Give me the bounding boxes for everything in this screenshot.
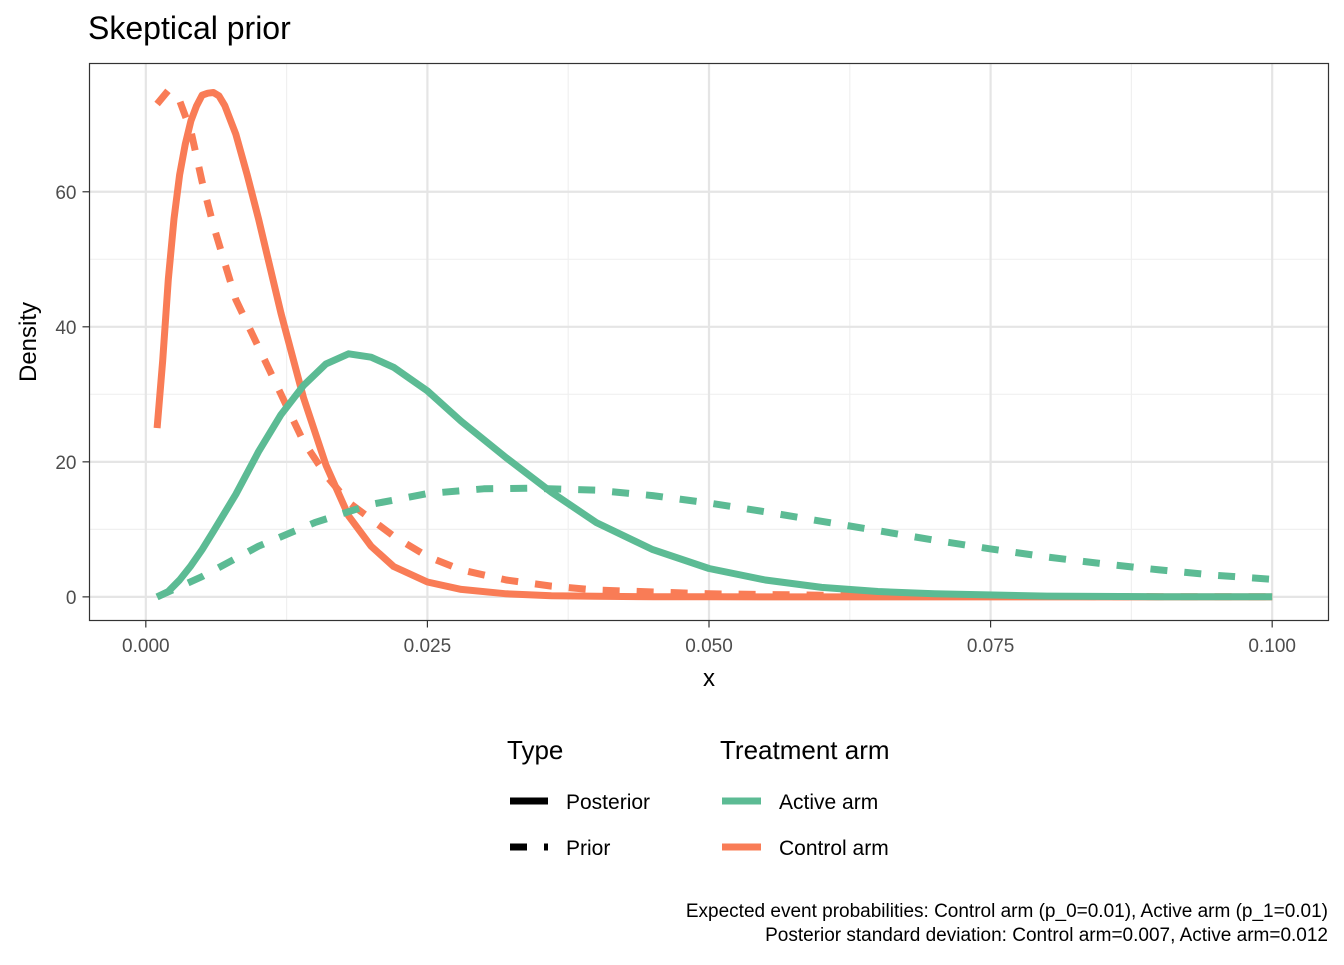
caption-line-1: Expected event probabilities: Control ar… — [686, 901, 1328, 922]
y-tick-label: 0 — [66, 588, 77, 609]
legend-treatment-arm: Treatment arm Active arm Control arm — [720, 735, 890, 860]
x-tick-label: 0.000 — [122, 636, 170, 657]
grid-lines — [89, 63, 1329, 621]
series-lines — [153, 87, 1273, 601]
chart-title: Skeptical prior — [88, 10, 291, 46]
series-line-active-arm-posterior — [155, 350, 1273, 601]
y-tick-label: 20 — [55, 453, 76, 474]
y-tick-label: 60 — [55, 183, 76, 204]
legend-active-label: Active arm — [779, 791, 878, 814]
legend-control-label: Control arm — [779, 837, 889, 860]
y-axis: 0 20 40 60 — [55, 183, 90, 609]
y-tick-label: 40 — [55, 318, 76, 339]
x-tick-label: 0.075 — [967, 636, 1015, 657]
legend-type: Type Posterior Prior — [507, 735, 650, 860]
legend-arm-title: Treatment arm — [720, 735, 890, 765]
x-tick-label: 0.050 — [685, 636, 733, 657]
series-line-active-arm-prior — [155, 484, 1273, 601]
x-tick-label: 0.025 — [404, 636, 452, 657]
caption-line-2: Posterior standard deviation: Control ar… — [765, 925, 1328, 946]
x-axis-title: x — [703, 665, 715, 692]
legend-type-title: Type — [507, 735, 563, 765]
series-line-control-arm-posterior — [153, 89, 1273, 601]
legend-prior-label: Prior — [566, 837, 610, 860]
y-axis-title: Density — [15, 302, 42, 382]
legend-posterior-label: Posterior — [566, 791, 650, 814]
x-axis: 0.000 0.025 0.050 0.075 0.100 — [122, 620, 1296, 657]
x-tick-label: 0.100 — [1248, 636, 1296, 657]
